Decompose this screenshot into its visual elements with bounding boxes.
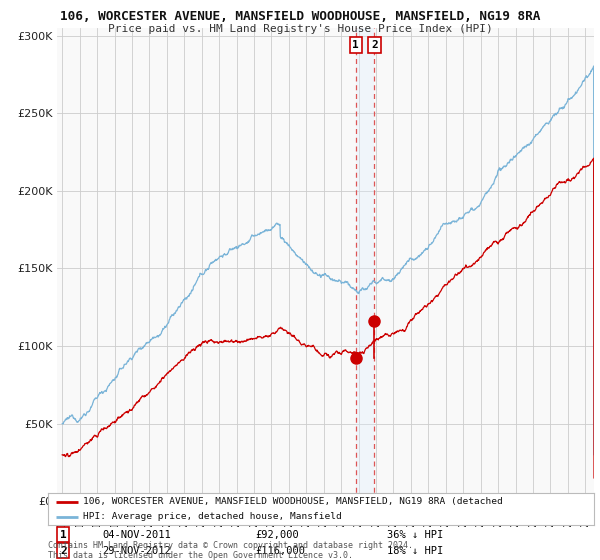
Text: 106, WORCESTER AVENUE, MANSFIELD WOODHOUSE, MANSFIELD, NG19 8RA (detached: 106, WORCESTER AVENUE, MANSFIELD WOODHOU… bbox=[83, 497, 503, 506]
Text: 18% ↓ HPI: 18% ↓ HPI bbox=[386, 545, 443, 556]
Bar bbox=[356, 28, 374, 501]
Text: £92,000: £92,000 bbox=[256, 530, 299, 539]
Text: 1: 1 bbox=[352, 40, 359, 50]
Text: £116,000: £116,000 bbox=[256, 545, 305, 556]
Text: 29-NOV-2012: 29-NOV-2012 bbox=[103, 545, 172, 556]
Text: 04-NOV-2011: 04-NOV-2011 bbox=[103, 530, 172, 539]
Text: 2: 2 bbox=[371, 40, 378, 50]
Text: Price paid vs. HM Land Registry's House Price Index (HPI): Price paid vs. HM Land Registry's House … bbox=[107, 24, 493, 34]
Text: 1: 1 bbox=[60, 530, 67, 539]
Text: 36% ↓ HPI: 36% ↓ HPI bbox=[386, 530, 443, 539]
Text: Contains HM Land Registry data © Crown copyright and database right 2024.
This d: Contains HM Land Registry data © Crown c… bbox=[48, 540, 413, 560]
Text: 2: 2 bbox=[60, 545, 67, 556]
Text: 106, WORCESTER AVENUE, MANSFIELD WOODHOUSE, MANSFIELD, NG19 8RA: 106, WORCESTER AVENUE, MANSFIELD WOODHOU… bbox=[60, 10, 540, 23]
Text: HPI: Average price, detached house, Mansfield: HPI: Average price, detached house, Mans… bbox=[83, 512, 342, 521]
